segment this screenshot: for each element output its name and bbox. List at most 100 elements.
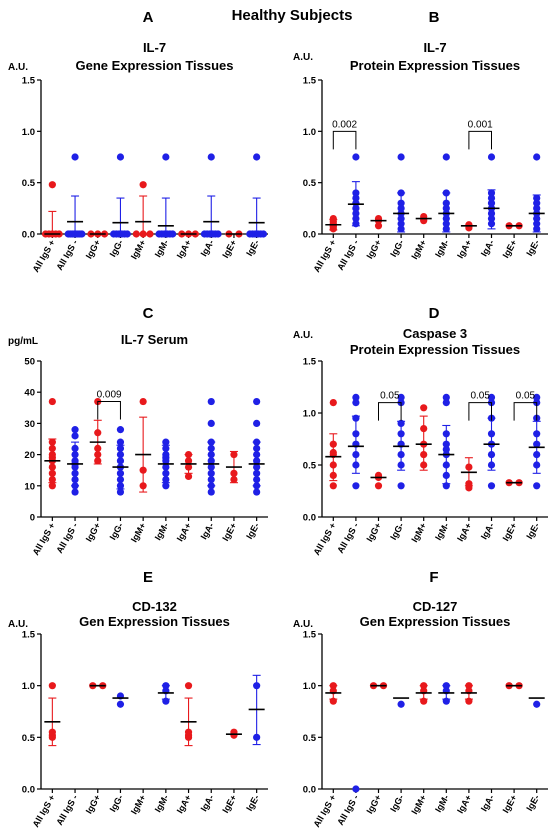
data-point (487, 482, 496, 490)
x-tick-label: All IgS - (54, 521, 79, 555)
x-tick-label: IgA+ (175, 238, 194, 260)
panel-title-line: Protein Expression Tissues (350, 58, 520, 73)
data-point (139, 397, 147, 406)
data-point (123, 230, 131, 238)
panel-title-line: Gene Expression Tissues (76, 58, 234, 73)
x-tick-label: IgM- (433, 521, 451, 542)
y-tick-label: 0.0 (22, 230, 35, 241)
group-7 (483, 153, 500, 230)
data-point (214, 230, 222, 238)
y-tick-label: 1.0 (303, 681, 316, 692)
data-point (116, 153, 125, 161)
panel-title-line: IL-7 Serum (121, 332, 188, 347)
panel-title-line: Gen Expression Tissues (360, 614, 511, 629)
x-tick-label: IgM+ (409, 793, 428, 816)
group-0 (41, 181, 63, 238)
group-6 (460, 221, 477, 232)
x-tick-label: IgA- (479, 793, 496, 813)
data-point (442, 393, 450, 401)
significance-bracket: 0.05 (468, 391, 492, 421)
p-value-label: 0.001 (468, 119, 493, 130)
group-8 (225, 230, 243, 238)
group-3 (393, 697, 410, 708)
group-0 (325, 215, 342, 233)
group-9 (248, 674, 265, 746)
x-tick-label: IgE+ (501, 238, 519, 260)
data-point (352, 399, 360, 407)
group-8 (225, 450, 242, 484)
y-tick-label: 0.5 (22, 733, 36, 744)
y-tick-label: 40 (24, 388, 35, 399)
group-9 (246, 153, 268, 238)
data-point (374, 222, 383, 230)
x-tick-label: IgA- (199, 238, 216, 258)
p-value-label: 0.009 (97, 390, 122, 401)
group-0 (325, 399, 342, 490)
panel-a: A IL-7 Gene Expression Tissues A.U. 0.0 0.5 1.… (8, 9, 268, 274)
data-point (116, 438, 125, 446)
data-point (533, 700, 541, 708)
group-5 (438, 153, 455, 233)
y-tick-label: 0.0 (22, 785, 35, 796)
data-point (207, 488, 215, 496)
x-tick-label: All IgS - (335, 238, 360, 272)
group-0 (44, 682, 61, 747)
x-tick-label: All IgS + (311, 238, 338, 274)
x-tick-label: IgG- (388, 521, 406, 542)
group-9 (528, 153, 545, 233)
data-point (253, 488, 261, 496)
group-1 (347, 153, 364, 228)
panel-letter: C (143, 305, 154, 322)
x-tick-label: IgM- (153, 238, 171, 259)
y-tick-label: 0.5 (303, 178, 317, 189)
y-tick-label: 1.5 (303, 357, 317, 368)
group-4 (132, 181, 154, 238)
data-point (116, 700, 125, 708)
x-tick-label: IgG- (388, 793, 406, 814)
data-point (259, 230, 268, 238)
group-2 (370, 215, 387, 230)
x-tick-label: IgM+ (129, 793, 148, 816)
x-tick-label: IgG- (388, 238, 406, 259)
y-tick-label: 0.5 (22, 178, 36, 189)
panel-letter: E (143, 569, 153, 586)
x-tick-label: IgG- (108, 521, 126, 542)
data-point (329, 482, 337, 490)
x-tick-label: All IgS + (311, 521, 338, 557)
x-tick-label: IgM- (153, 521, 171, 542)
x-tick-label: IgE- (244, 238, 261, 258)
y-tick-label: 0.0 (303, 513, 316, 524)
bracket-line (97, 401, 121, 420)
panel-letter: D (429, 305, 440, 322)
data-point (397, 393, 405, 401)
data-point (352, 153, 360, 161)
panel-c: C IL-7 Serum pg/mL 0 10 20 30 40 50 All IgS +All … (8, 305, 268, 557)
x-tick-label: IgE- (524, 793, 541, 813)
data-point (352, 482, 360, 490)
group-3 (112, 692, 129, 708)
y-tick-label: 0.0 (303, 785, 316, 796)
data-point (420, 404, 428, 412)
data-point (139, 181, 147, 189)
y-tick-label: 0.0 (303, 230, 316, 241)
y-tick-label: 1.5 (303, 76, 317, 87)
y-unit-label: A.U. (293, 330, 313, 341)
x-tick-label: IgE- (524, 238, 541, 258)
group-3 (110, 153, 131, 238)
data-point (78, 230, 86, 238)
group-2 (89, 682, 107, 690)
x-tick-label: All IgS + (311, 793, 338, 829)
y-tick-label: 50 (24, 357, 35, 368)
group-3 (112, 426, 129, 496)
x-tick-label: All IgS + (31, 238, 58, 274)
data-point (207, 419, 215, 427)
group-0 (44, 397, 61, 490)
x-tick-label: All IgS - (335, 521, 360, 555)
panel-title-line: Gen Expression Tissues (79, 614, 230, 629)
data-point (487, 393, 496, 401)
data-point (253, 153, 261, 161)
x-tick-label: IgA- (479, 238, 496, 258)
group-1 (64, 153, 86, 238)
data-point (162, 438, 170, 446)
